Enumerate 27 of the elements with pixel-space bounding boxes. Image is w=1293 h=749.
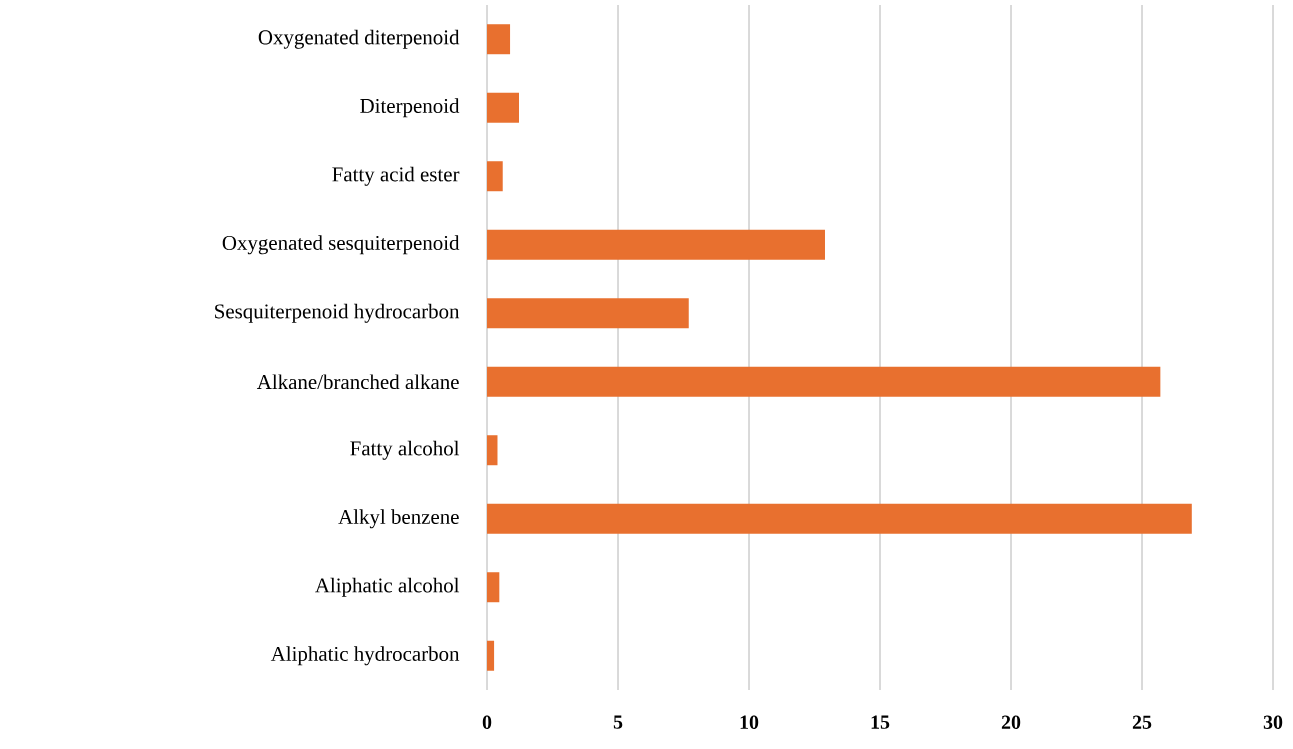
y-tick-label: Alkane/branched alkane	[256, 374, 459, 390]
bar	[487, 161, 503, 192]
bar	[487, 640, 495, 671]
bar	[487, 503, 1192, 534]
y-tick-label: Oxygenated diterpenoid	[258, 29, 460, 49]
y-tick-label: Fatty alcohol	[350, 440, 460, 460]
bar	[487, 435, 498, 466]
x-tick-label: 20	[1001, 715, 1021, 729]
bar	[487, 572, 500, 603]
x-tick-label: 10	[740, 715, 759, 729]
x-tick-label: 30	[1263, 715, 1283, 729]
y-tick-label: Sesquiterpenoid hydrocarbon	[215, 303, 460, 323]
x-tick-label: 5	[613, 715, 623, 729]
y-tick-label: Aliphatic alcohol	[315, 577, 460, 597]
bar	[487, 366, 1161, 397]
y-tick-label: Aliphatic hydrocarbon	[270, 646, 460, 666]
y-tick-label: Oxygenated sesquiterpenoid	[222, 235, 460, 255]
bar	[487, 298, 689, 329]
x-tick-label: 25	[1132, 715, 1152, 729]
bar	[487, 92, 519, 123]
y-tick-label: Alkyl benzene	[338, 509, 459, 529]
bar	[487, 24, 511, 55]
x-tick-label: 15	[871, 715, 890, 729]
x-tick-label: 0	[482, 715, 492, 729]
y-tick-label: Fatty acid ester	[332, 166, 460, 186]
bar	[487, 229, 825, 260]
y-tick-label: Diterpenoid	[360, 98, 460, 118]
